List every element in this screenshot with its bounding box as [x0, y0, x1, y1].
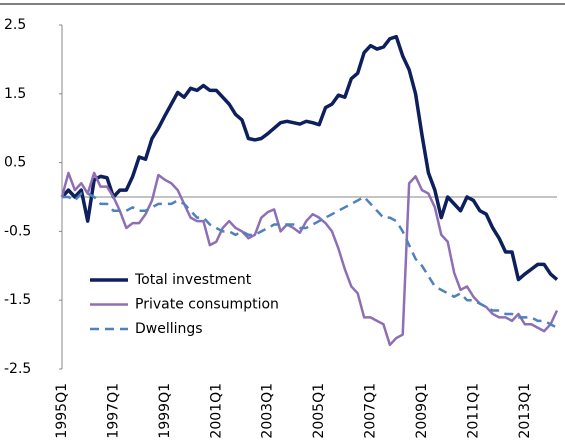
x-tick-label: 1995Q1 [54, 383, 70, 439]
x-tick-label: 2005Q1 [311, 383, 327, 439]
x-tick-label: 2011Q1 [465, 383, 481, 439]
x-tick-label: 2001Q1 [208, 383, 224, 439]
y-tick-label: 1.5 [4, 86, 26, 102]
x-tick-label: 2003Q1 [260, 383, 276, 439]
x-tick-label: 2009Q1 [414, 383, 430, 439]
legend-label: Private consumption [135, 297, 279, 313]
x-tick-label: 1997Q1 [105, 383, 121, 439]
y-tick-label: 2.5 [4, 17, 26, 33]
y-tick-label: -0.5 [4, 223, 31, 239]
series-line [62, 192, 558, 329]
series-line [60, 171, 559, 347]
legend-label: Dwellings [135, 321, 203, 337]
y-tick-label: -2.5 [4, 361, 31, 377]
y-tick-label: -1.5 [4, 292, 31, 308]
legend-label: Total investment [134, 272, 252, 288]
series-line [60, 34, 559, 282]
x-tick-label: 2007Q1 [363, 383, 379, 439]
x-tick-label: 1999Q1 [157, 383, 173, 439]
x-tick-label: 2013Q1 [517, 383, 533, 439]
y-tick-label: 0.5 [4, 155, 26, 171]
